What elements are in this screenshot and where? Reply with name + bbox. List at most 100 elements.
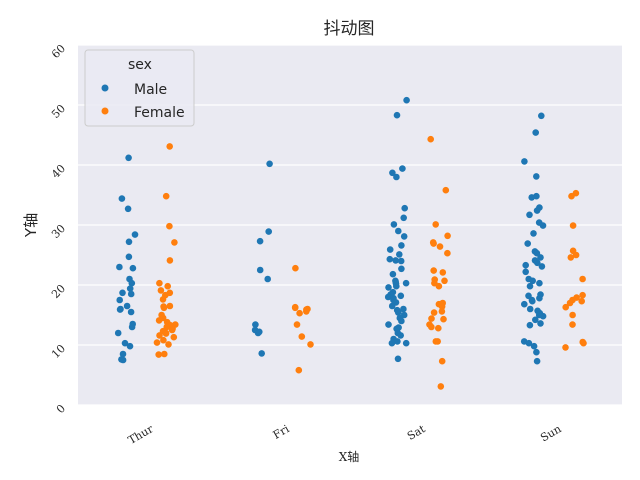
data-point [567, 254, 575, 261]
data-point [525, 339, 533, 347]
data-point [526, 282, 534, 290]
data-point [444, 249, 451, 257]
data-point [125, 154, 132, 162]
x-tick-label: Thur [126, 422, 156, 447]
data-point [119, 289, 126, 297]
data-point [157, 287, 165, 294]
data-point [166, 143, 173, 150]
legend-marker [101, 107, 109, 115]
data-point [536, 279, 543, 287]
data-point [521, 300, 528, 308]
data-point [569, 311, 576, 319]
data-point [128, 323, 136, 331]
data-point [532, 316, 539, 324]
data-point [566, 299, 574, 307]
x-tick-label: Sun [538, 422, 563, 444]
data-point [440, 315, 447, 323]
data-point [128, 279, 136, 287]
data-point [292, 264, 299, 272]
data-point [441, 277, 448, 285]
data-point [256, 266, 264, 274]
data-point [123, 302, 131, 310]
data-point [402, 339, 410, 347]
data-point [166, 302, 174, 310]
data-point [171, 239, 178, 246]
data-point [291, 304, 299, 312]
data-point [395, 309, 402, 316]
data-point [385, 321, 392, 328]
data-point [537, 254, 544, 261]
chart-title: 抖动图 [324, 19, 375, 39]
data-point [164, 282, 171, 290]
legend-label: Male [134, 82, 167, 98]
data-point [398, 242, 405, 249]
data-point [394, 355, 402, 363]
data-point [401, 204, 409, 212]
data-point [393, 173, 400, 181]
data-point [398, 317, 405, 325]
data-point [393, 282, 400, 290]
data-point [435, 282, 443, 290]
data-point [438, 308, 446, 315]
data-point [255, 328, 263, 336]
data-point [395, 227, 402, 235]
data-point [394, 338, 401, 345]
y-tick-label: 60 [49, 42, 68, 61]
data-point [533, 348, 540, 356]
y-axis-label: Y轴 [22, 213, 40, 238]
data-point [127, 308, 135, 316]
data-point [537, 320, 544, 327]
data-point [533, 357, 541, 365]
y-tick-labels: 0 10 20 30 40 50 60 [49, 42, 68, 416]
x-axis-label: X轴 [339, 449, 360, 464]
data-points [114, 96, 587, 390]
legend-box [84, 49, 195, 127]
data-point [432, 221, 440, 228]
data-point [539, 222, 547, 229]
data-point [529, 297, 536, 305]
data-point [533, 207, 541, 214]
data-point [437, 383, 445, 390]
data-point [392, 257, 400, 264]
data-point [131, 231, 139, 238]
data-point [578, 297, 585, 305]
data-point [125, 253, 133, 261]
data-point [436, 243, 444, 250]
data-point [162, 192, 170, 200]
data-point [438, 303, 446, 310]
data-point [124, 205, 132, 213]
data-point [438, 357, 446, 365]
data-point [569, 222, 577, 229]
data-point [526, 305, 534, 313]
data-point [539, 312, 547, 320]
data-point [160, 304, 168, 312]
data-point [439, 269, 447, 276]
data-point [428, 315, 435, 322]
data-point [430, 309, 438, 316]
data-point [579, 291, 586, 299]
data-point [521, 158, 528, 165]
data-point [156, 279, 163, 287]
data-point [293, 321, 301, 328]
data-point [385, 284, 392, 291]
data-point [119, 350, 127, 358]
data-point [403, 96, 410, 104]
data-point [397, 257, 405, 265]
data-point [389, 270, 397, 278]
data-point [526, 321, 534, 329]
data-point [121, 339, 129, 347]
data-point [388, 302, 396, 310]
data-point [428, 323, 435, 331]
x-tick-label: Sat [405, 422, 428, 443]
data-point [402, 279, 410, 287]
data-point [168, 326, 176, 334]
data-point [264, 275, 272, 283]
data-point [444, 232, 451, 240]
data-point [396, 251, 403, 258]
data-point [397, 292, 405, 300]
data-point [384, 293, 392, 301]
y-tick-label: 40 [49, 162, 68, 181]
data-point [398, 265, 405, 273]
data-point [399, 165, 406, 172]
